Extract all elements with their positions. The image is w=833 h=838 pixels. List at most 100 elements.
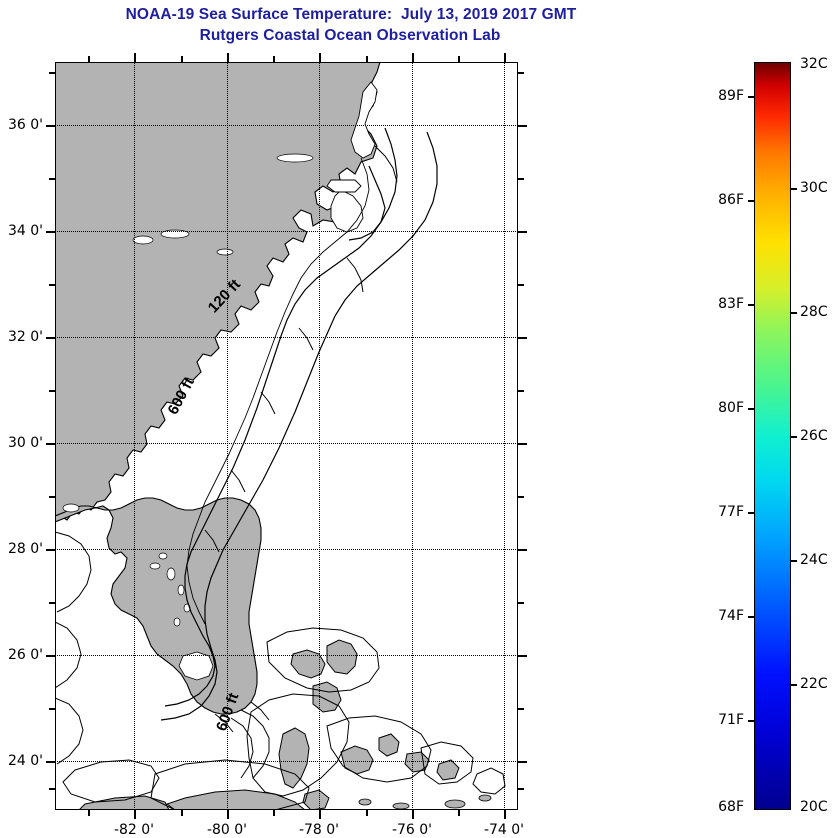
xtick-minor	[458, 56, 460, 62]
xtick-minor	[181, 810, 183, 816]
colorbar-tick-c	[791, 560, 797, 562]
coastline-detail	[204, 145, 398, 733]
colorbar-tick-c	[791, 684, 797, 686]
xtick-label: -76 0'	[391, 822, 433, 838]
xtick-label: -74 0'	[483, 822, 525, 838]
ytick-major	[518, 125, 527, 127]
ytick-major	[518, 549, 527, 551]
inland-lake	[177, 584, 185, 596]
colorbar-label-f: 83F	[718, 296, 744, 312]
xtick-major	[504, 53, 506, 62]
colorbar-tick-c	[791, 312, 797, 314]
xtick-minor	[273, 56, 275, 62]
xtick-label: -82 0'	[113, 822, 155, 838]
colorbar-label-f: 80F	[718, 400, 744, 416]
ytick-minor	[518, 72, 524, 74]
xtick-minor	[88, 56, 90, 62]
ytick-minor	[49, 496, 55, 498]
colorbar-tick-f	[748, 720, 754, 722]
xtick-major	[134, 53, 136, 62]
inland-lake	[62, 503, 80, 513]
gridline-lat	[55, 231, 518, 232]
xtick-minor	[181, 56, 183, 62]
colorbar-label-f: 86F	[718, 192, 744, 208]
colorbar-label-f: 74F	[718, 608, 744, 624]
colorbar-label-f: 68F	[718, 799, 744, 815]
colorbar-label-c: 24C	[800, 552, 828, 568]
ytick-major	[518, 655, 527, 657]
ytick-minor	[518, 788, 524, 790]
ytick-label: 24 0'	[7, 753, 43, 769]
colorbar-label-c: 30C	[800, 180, 828, 196]
xtick-major	[412, 53, 414, 62]
inland-lake	[160, 229, 190, 239]
ytick-major	[46, 655, 55, 657]
lake-okeechobee	[178, 651, 214, 681]
sst-map-canvas	[55, 62, 518, 810]
xtick-minor	[458, 810, 460, 816]
colorbar-label-f: 77F	[718, 504, 744, 520]
contour-120ft	[164, 127, 398, 707]
gridline-lat	[55, 443, 518, 444]
ytick-minor	[49, 178, 55, 180]
inland-lake	[149, 562, 161, 570]
ytick-minor	[49, 602, 55, 604]
contour-florida-straits	[55, 531, 270, 779]
ytick-label: 32 0'	[7, 329, 43, 345]
colorbar-tick-f	[748, 304, 754, 306]
gridline-lat	[55, 761, 518, 762]
xtick-label: -78 0'	[298, 822, 340, 838]
ytick-label: 28 0'	[7, 541, 43, 557]
colorbar-label-c: 26C	[800, 428, 828, 444]
ytick-minor	[518, 496, 524, 498]
ytick-major	[46, 337, 55, 339]
colorbar-tick-f	[748, 616, 754, 618]
colorbar-tick-c	[791, 436, 797, 438]
colorbar-label-c: 20C	[800, 799, 828, 815]
ytick-minor	[518, 178, 524, 180]
ytick-label: 36 0'	[7, 117, 43, 133]
xtick-major	[134, 810, 136, 819]
ytick-major	[518, 337, 527, 339]
ytick-major	[518, 443, 527, 445]
colorbar-label-c: 22C	[800, 676, 828, 692]
inland-lake	[166, 567, 176, 581]
xtick-major	[227, 810, 229, 819]
ytick-major	[518, 231, 527, 233]
ytick-major	[46, 125, 55, 127]
albemarle-sound	[326, 179, 362, 193]
ytick-major	[518, 761, 527, 763]
colorbar-label-f: 89F	[718, 88, 744, 104]
xtick-label: -80 0'	[206, 822, 248, 838]
ytick-minor	[49, 708, 55, 710]
ytick-label: 26 0'	[7, 647, 43, 663]
inland-lake	[158, 552, 168, 560]
gridline-lon	[412, 62, 413, 810]
gridline-lon	[134, 62, 135, 810]
inland-lake	[276, 153, 314, 163]
contour-shelf-inner	[186, 157, 370, 625]
ytick-label: 34 0'	[7, 223, 43, 239]
gridline-lon	[319, 62, 320, 810]
sst-map-panel[interactable]: 120 ft 600 ft 600 ft 36 0' 34 0' 32 0' 3…	[8, 53, 527, 838]
colorbar-tick-f	[748, 408, 754, 410]
colorbar-tick-f	[748, 96, 754, 98]
ytick-major	[46, 549, 55, 551]
xtick-major	[319, 810, 321, 819]
ytick-minor	[49, 72, 55, 74]
xtick-minor	[366, 810, 368, 816]
chart-title-block: NOAA-19 Sea Surface Temperature: July 13…	[0, 4, 700, 46]
ytick-minor	[49, 284, 55, 286]
xtick-major	[504, 810, 506, 819]
gridline-lon	[504, 62, 505, 810]
ytick-minor	[518, 602, 524, 604]
gridline-lat	[55, 337, 518, 338]
ytick-minor	[49, 390, 55, 392]
inland-lake	[132, 235, 154, 245]
xtick-major	[412, 810, 414, 819]
bahamas-islands	[78, 639, 460, 810]
ytick-minor	[518, 390, 524, 392]
temperature-colorbar[interactable]: 89F 86F 83F 80F 77F 74F 71F 68F 32C 30C …	[718, 56, 827, 815]
bahama-banks	[62, 627, 506, 810]
ytick-minor	[518, 284, 524, 286]
